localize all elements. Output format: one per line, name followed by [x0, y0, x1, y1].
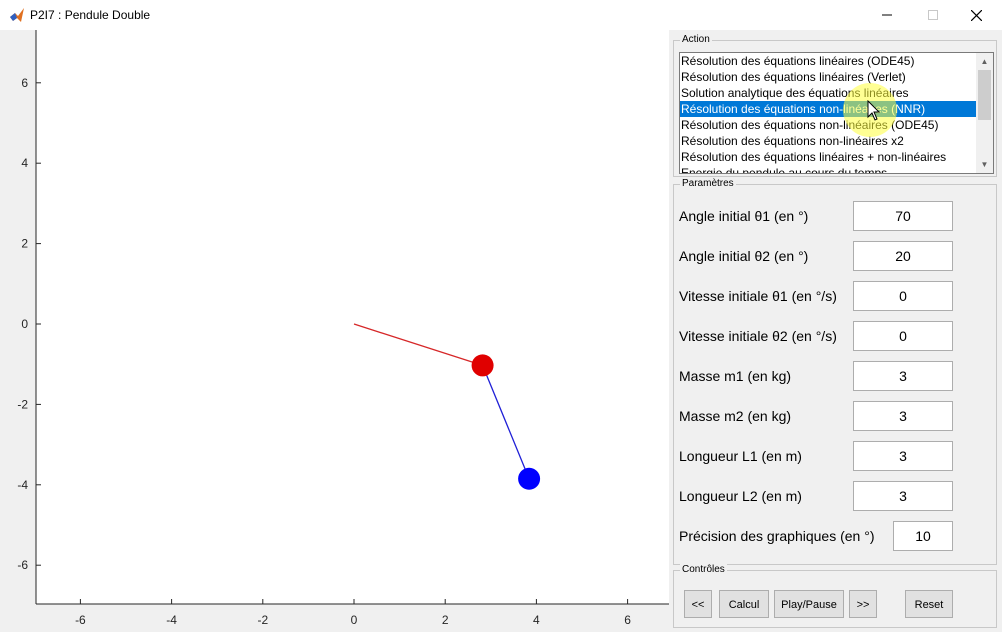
param-label: Vitesse initiale θ2 (en °/s): [679, 328, 837, 344]
action-list-item[interactable]: Résolution des équations non-linéaires x…: [681, 134, 904, 148]
action-list-item[interactable]: Résolution des équations non-linéaires (…: [681, 118, 939, 132]
listbox-scrollbar[interactable]: ▲ ▼: [976, 53, 993, 173]
param-input[interactable]: [853, 361, 953, 391]
next-button[interactable]: >>: [849, 590, 877, 618]
x-tick-label: 4: [533, 613, 540, 627]
close-button[interactable]: [953, 0, 999, 30]
param-label: Masse m1 (en kg): [679, 368, 792, 384]
action-list-item[interactable]: Solution analytique des équations linéai…: [681, 86, 909, 100]
param-input[interactable]: [893, 521, 953, 551]
y-tick-label: -6: [17, 558, 28, 572]
x-tick-label: 2: [442, 613, 449, 627]
pendulum-mass-2: [518, 467, 541, 490]
x-tick-label: 6: [624, 613, 631, 627]
maximize-icon: [928, 10, 938, 20]
params-panel: Paramètres Angle initial θ1 (en °) Angle …: [673, 178, 997, 565]
matlab-icon: [10, 8, 24, 22]
pendulum-mass-1: [471, 354, 494, 377]
param-row: Longueur L2 (en m): [679, 481, 994, 511]
param-input[interactable]: [853, 401, 953, 431]
action-listbox[interactable]: Résolution des équations linéaires (ODE4…: [679, 52, 994, 174]
y-tick-label: 6: [21, 76, 28, 90]
param-label: Angle initial θ1 (en °): [679, 208, 809, 224]
param-row: Précision des graphiques (en °): [679, 521, 994, 551]
window-title: P2I7 : Pendule Double: [30, 8, 151, 22]
title-bar: P2I7 : Pendule Double: [0, 0, 1002, 30]
reset-button[interactable]: Reset: [905, 590, 953, 618]
action-list-item[interactable]: Résolution des équations non-linéaires (…: [680, 101, 976, 117]
param-row: Vitesse initiale θ1 (en °/s): [679, 281, 994, 311]
controls-panel: Contrôles << Calcul Play/Pause >> Reset: [673, 564, 997, 628]
param-input[interactable]: [853, 241, 953, 271]
action-list-item[interactable]: Résolution des équations linéaires (Verl…: [681, 70, 906, 84]
param-input[interactable]: [853, 281, 953, 311]
param-row: Vitesse initiale θ2 (en °/s): [679, 321, 994, 351]
pendulum-rod-1: [353, 323, 483, 367]
close-icon: [970, 9, 982, 22]
action-list-item[interactable]: Résolution des équations linéaires + non…: [681, 150, 947, 164]
action-list-item[interactable]: Energie du pendule au cours du temps: [681, 166, 888, 174]
axes-background: [36, 30, 669, 604]
controls-panel-title: Contrôles: [680, 564, 727, 575]
param-label: Angle initial θ2 (en °): [679, 248, 809, 264]
scroll-up-icon[interactable]: ▲: [980, 57, 989, 66]
param-input[interactable]: [853, 441, 953, 471]
maximize-button[interactable]: [910, 0, 956, 30]
param-input[interactable]: [853, 321, 953, 351]
params-panel-title: Paramètres: [680, 178, 736, 189]
param-label: Précision des graphiques (en °): [679, 528, 875, 544]
param-label: Longueur L1 (en m): [679, 448, 802, 464]
param-row: Masse m1 (en kg): [679, 361, 994, 391]
y-tick-label: -2: [17, 397, 28, 411]
x-tick-label: 0: [351, 613, 358, 627]
minimize-button[interactable]: [864, 0, 910, 30]
param-input[interactable]: [853, 481, 953, 511]
x-tick-label: -2: [257, 613, 268, 627]
param-label: Longueur L2 (en m): [679, 488, 802, 504]
param-input[interactable]: [853, 201, 953, 231]
x-tick-label: -6: [75, 613, 86, 627]
action-list-item[interactable]: Résolution des équations linéaires (ODE4…: [681, 54, 915, 68]
param-label: Vitesse initiale θ1 (en °/s): [679, 288, 837, 304]
y-tick-label: 0: [21, 317, 28, 331]
param-label: Masse m2 (en kg): [679, 408, 792, 424]
x-tick-label: -4: [166, 613, 177, 627]
param-row: Longueur L1 (en m): [679, 441, 994, 471]
scroll-down-icon[interactable]: ▼: [980, 160, 989, 169]
scroll-thumb[interactable]: [978, 70, 991, 120]
play-pause-button[interactable]: Play/Pause: [774, 590, 844, 618]
action-panel-title: Action: [680, 34, 712, 45]
pendulum-rod-2: [481, 365, 530, 480]
y-tick-label: 2: [21, 237, 28, 251]
action-panel: Action Résolution des équations linéaire…: [673, 34, 997, 177]
minimize-icon: [882, 14, 892, 16]
calcul-button[interactable]: Calcul: [719, 590, 769, 618]
param-row: Angle initial θ2 (en °): [679, 241, 994, 271]
y-tick-label: 4: [21, 156, 28, 170]
param-row: Angle initial θ1 (en °): [679, 201, 994, 231]
pendulum-plot: 6 4 2 0 -2 -4 -6 -6 -4 -2 0 2 4 6: [17, 30, 669, 627]
y-tick-label: -4: [17, 478, 28, 492]
previous-button[interactable]: <<: [684, 590, 712, 618]
param-row: Masse m2 (en kg): [679, 401, 994, 431]
mouse-pointer-icon: [867, 100, 881, 121]
